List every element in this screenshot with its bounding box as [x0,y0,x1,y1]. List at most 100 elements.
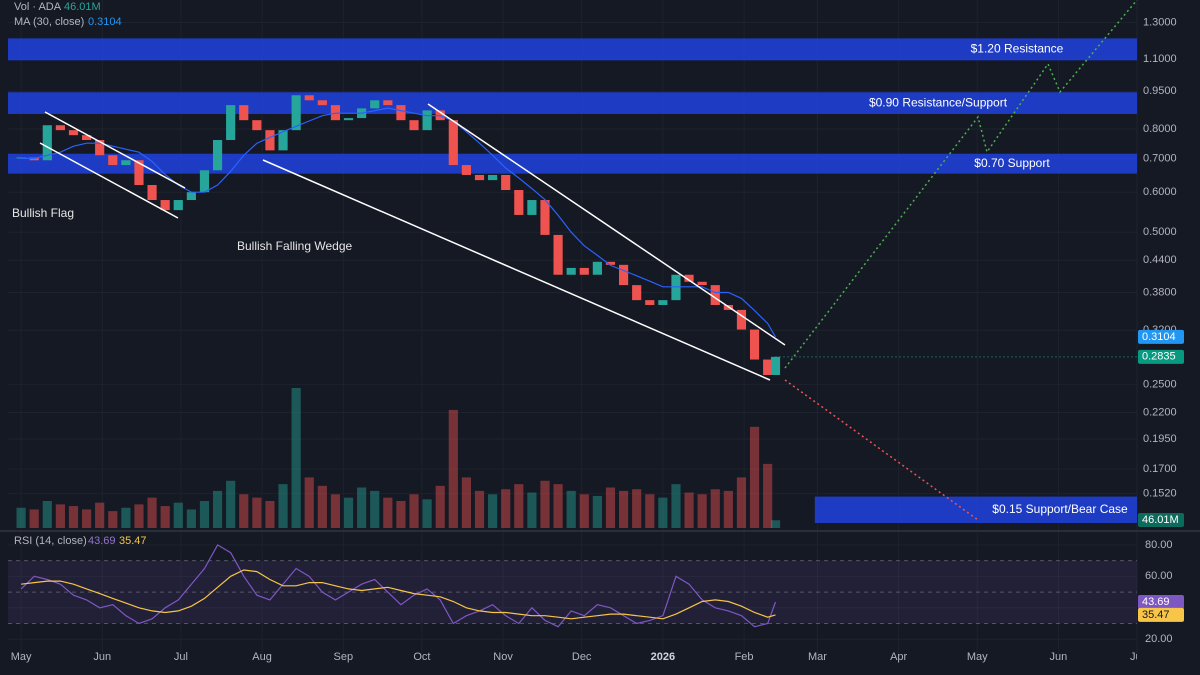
volume-bar [553,484,563,528]
candle [684,274,694,282]
volume-bar [579,494,589,528]
candle [461,165,471,175]
candle [291,95,301,131]
volume-bar [749,426,760,528]
volume-bar [723,490,733,528]
volume-bar [55,504,65,528]
candle [42,125,52,161]
candle [697,281,707,286]
volume-bar [592,495,602,528]
drawings: Bullish Flag Bullish Falling Wedge [12,0,1138,521]
ma-line [21,107,777,338]
volume-bar [173,502,183,528]
volume-bar [304,477,314,528]
volume-bar [343,497,354,528]
rsi-legend: RSI (14, close) [14,535,87,547]
volume-value: 46.01M [64,1,101,13]
candle [422,110,432,131]
price-tag [1138,594,1184,609]
candle [186,192,196,201]
volume-bar [540,480,550,528]
candle [514,190,524,215]
y-tick-label: 1.1000 [1143,53,1177,65]
volume-bar [108,511,118,528]
candle [212,140,223,171]
volume-bar [121,507,131,528]
volume-bar [488,494,498,528]
axes: May Jun Jul Aug Sep Oct Nov Dec 2026 Feb Mar Apr May… [11,16,1177,663]
annotation: Bullish Flag [12,206,74,220]
wedge-upper [427,103,786,346]
x-tick-label: Aug [252,651,272,663]
volume-bar [212,490,223,528]
candle [501,174,511,191]
y-tick-label: 0.2500 [1143,378,1177,390]
rsi-ma-value: 35.47 [119,535,147,547]
candle [553,234,563,275]
price-pane [16,95,1137,375]
candle [749,329,760,360]
volume-bar [199,501,210,528]
candle [770,356,781,375]
volume-bar [435,485,445,528]
x-tick-label: 2026 [651,651,675,663]
y-tick-label: 0.1700 [1143,463,1177,475]
rsi-tick-label: 60.00 [1145,570,1173,582]
candle [383,100,393,106]
zones: $1.20 Resistance $0.90 Resistance/Support… [8,38,1137,523]
candle [147,185,157,201]
candle [199,170,210,193]
candle [252,120,262,131]
volume-pane [16,388,781,528]
flag-upper [44,111,186,189]
candle [592,261,602,275]
volume-bar [370,490,380,528]
volume-bar [409,494,419,528]
x-tick-label: May [967,651,988,663]
candle [278,130,288,151]
flag-lower [39,142,179,219]
x-tick-label: Dec [572,651,592,663]
volume-bar [95,502,105,528]
candle [605,261,616,265]
rsi-value: 43.69 [88,535,116,547]
volume-bar [396,501,406,528]
volume-bar [632,489,642,528]
candle [265,130,275,151]
candle [566,267,576,275]
price-tag [1138,329,1184,344]
volume-bar [671,484,681,528]
volume-bar [278,484,288,528]
y-tick-label: 0.6000 [1143,186,1177,198]
y-tick-label: 0.9500 [1143,85,1177,97]
volume-bar [317,485,327,528]
candle [95,140,105,156]
candle [736,309,747,330]
price-tag-label: 0.3104 [1142,331,1176,343]
volume-bar [383,497,393,528]
volume-bar [710,489,720,528]
volume-bar [422,499,432,528]
y-tick-label: 1.3000 [1143,16,1177,28]
candle [55,125,65,131]
y-tick-label: 0.4400 [1143,254,1177,266]
volume-bar [684,492,694,528]
price-tag [1138,349,1184,364]
volume-bar [448,409,458,528]
volume-bar [527,492,537,528]
y-tick-label: 0.2200 [1143,406,1177,418]
candle [82,135,92,141]
candle [396,105,406,121]
x-tick-label: May [11,651,32,663]
rsi-line [20,544,777,628]
volume-bar [82,509,92,528]
volume-bar [645,494,655,528]
candle [618,264,629,286]
price-tag-label: 46.01M [1142,514,1179,526]
candle [527,200,537,215]
candle [474,174,485,181]
volume-bar [461,477,471,528]
rsi-tick-label: 80.00 [1145,539,1173,551]
zone [8,38,1137,61]
candle [579,267,589,275]
